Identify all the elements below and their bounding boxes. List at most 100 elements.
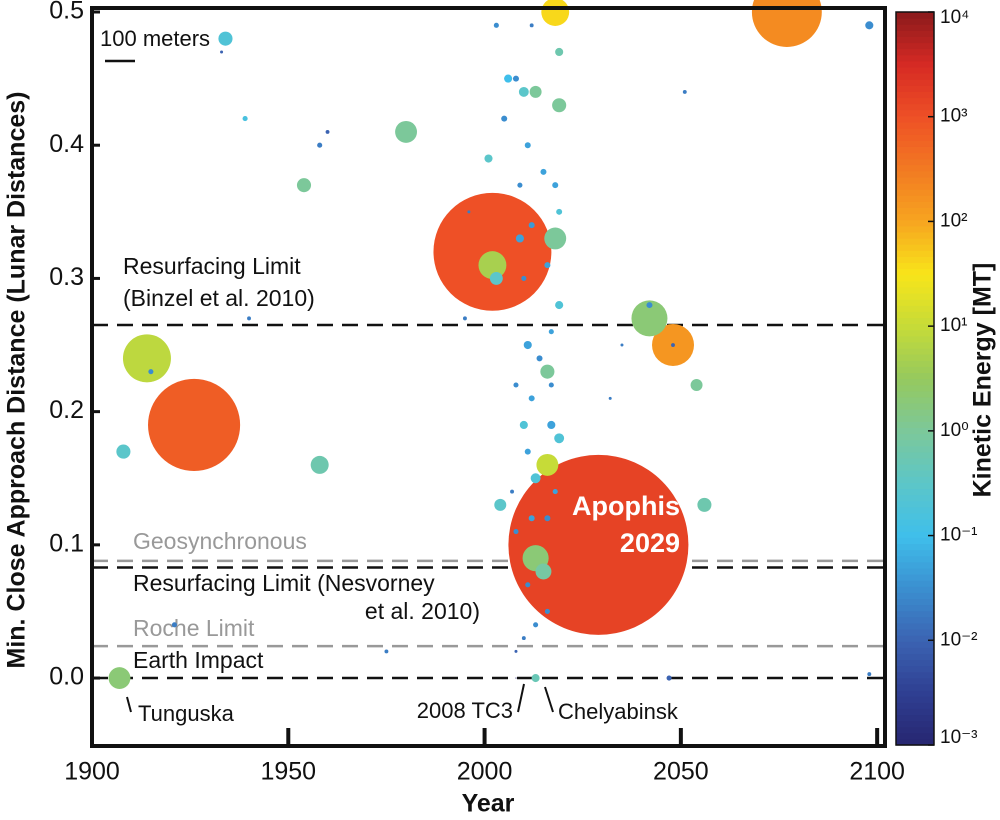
colorbar-step xyxy=(896,189,934,196)
colorbar-step xyxy=(896,219,934,227)
bubble xyxy=(247,316,251,321)
bubble xyxy=(518,86,529,97)
colorbar-step xyxy=(896,482,934,490)
bubble xyxy=(556,208,563,215)
bubble xyxy=(525,582,531,588)
colorbar-step xyxy=(896,604,934,612)
colorbar-step xyxy=(896,628,934,636)
bubble xyxy=(493,22,499,28)
bubble xyxy=(521,636,526,641)
colorbar-step xyxy=(896,696,934,703)
colorbar-step xyxy=(896,97,934,105)
pointer xyxy=(126,696,132,713)
colorbar-step xyxy=(896,195,934,202)
colorbar-step xyxy=(896,616,934,624)
colorbar-step xyxy=(896,427,934,435)
colorbar-step xyxy=(896,73,934,80)
colorbar-step xyxy=(896,18,934,25)
scale-bar-label: 100 meters xyxy=(100,26,210,51)
colorbar-step xyxy=(896,445,934,453)
colorbar-step xyxy=(896,54,934,62)
colorbar-step xyxy=(896,573,934,581)
colorbar-step xyxy=(896,726,934,734)
colorbar-step xyxy=(896,268,934,276)
colorbar-step xyxy=(896,176,934,184)
colorbar-step xyxy=(896,586,934,593)
bubble xyxy=(865,21,874,30)
colorbar-step xyxy=(896,518,934,526)
annotation: 2008 TC3 xyxy=(417,698,513,723)
colorbar-step xyxy=(896,677,934,685)
colorbar-step xyxy=(896,494,934,502)
annotation: Apophis xyxy=(572,491,680,521)
colorbar-step xyxy=(896,183,934,190)
colorbar-step xyxy=(896,335,934,343)
bubble xyxy=(528,515,535,522)
colorbar-step xyxy=(896,48,934,56)
bubble xyxy=(218,31,233,46)
bubble xyxy=(631,300,668,337)
bubble xyxy=(552,98,567,113)
colorbar-step xyxy=(896,280,934,288)
x-tick-label: 1900 xyxy=(64,758,120,786)
bubble xyxy=(515,234,524,243)
colorbar-step xyxy=(896,702,934,709)
colorbar-step xyxy=(896,311,934,319)
bubble xyxy=(528,222,535,229)
bubble xyxy=(528,395,535,402)
bubble xyxy=(552,489,558,495)
bubble xyxy=(148,369,154,375)
bubble xyxy=(555,301,564,310)
colorbar-step xyxy=(896,683,934,691)
colorbar-tick-label: 10⁻² xyxy=(940,629,978,650)
colorbar-frame xyxy=(895,11,935,746)
bubble xyxy=(608,396,612,400)
colorbar-step xyxy=(896,42,934,50)
colorbar-step xyxy=(896,323,934,331)
bubble xyxy=(530,473,541,484)
bubble xyxy=(867,672,872,677)
bubble xyxy=(541,0,570,26)
colorbar-step xyxy=(896,610,934,618)
bubble xyxy=(513,382,519,388)
y-tick-label: 0.3 xyxy=(49,263,84,291)
bubble xyxy=(646,302,653,309)
reference-label: Resurfacing Limit (Nesvorney xyxy=(133,570,435,596)
y-tick-label: 0.2 xyxy=(49,396,84,424)
colorbar-step xyxy=(896,341,934,349)
colorbar-step xyxy=(896,238,934,245)
colorbar-step xyxy=(896,250,934,257)
bubble xyxy=(751,0,822,47)
y-tick-label: 0.1 xyxy=(49,529,84,557)
colorbar-step xyxy=(896,360,934,367)
bubble xyxy=(384,649,389,654)
colorbar-step xyxy=(896,36,934,44)
colorbar-step xyxy=(896,347,934,355)
bubble xyxy=(552,182,559,189)
colorbar-step xyxy=(896,567,934,575)
reference-label: Earth Impact xyxy=(133,647,264,673)
y-tick-label: 0.4 xyxy=(49,130,84,158)
x-tick-label: 2000 xyxy=(457,758,513,786)
bubble xyxy=(462,316,467,321)
colorbar-step xyxy=(896,690,934,697)
bubble xyxy=(514,649,518,653)
bubble xyxy=(512,75,519,82)
colorbar-step xyxy=(896,146,934,154)
bubble xyxy=(540,364,555,379)
colorbar-step xyxy=(896,12,934,19)
y-axis-title: Min. Close Approach Distance (Lunar Dist… xyxy=(3,92,31,669)
bubble xyxy=(544,515,551,522)
colorbar-step xyxy=(896,79,934,86)
bubble xyxy=(515,677,517,679)
reference-label: Roche Limit xyxy=(133,615,255,641)
bubble xyxy=(531,674,540,683)
bubble xyxy=(484,154,493,163)
colorbar-step xyxy=(896,396,934,404)
colorbar-step xyxy=(896,415,934,422)
bubble xyxy=(536,453,559,476)
bubble xyxy=(521,275,527,281)
colorbar-step xyxy=(896,708,934,716)
colorbar-tick-label: 10⁰ xyxy=(940,420,969,441)
colorbar-step xyxy=(896,598,934,606)
